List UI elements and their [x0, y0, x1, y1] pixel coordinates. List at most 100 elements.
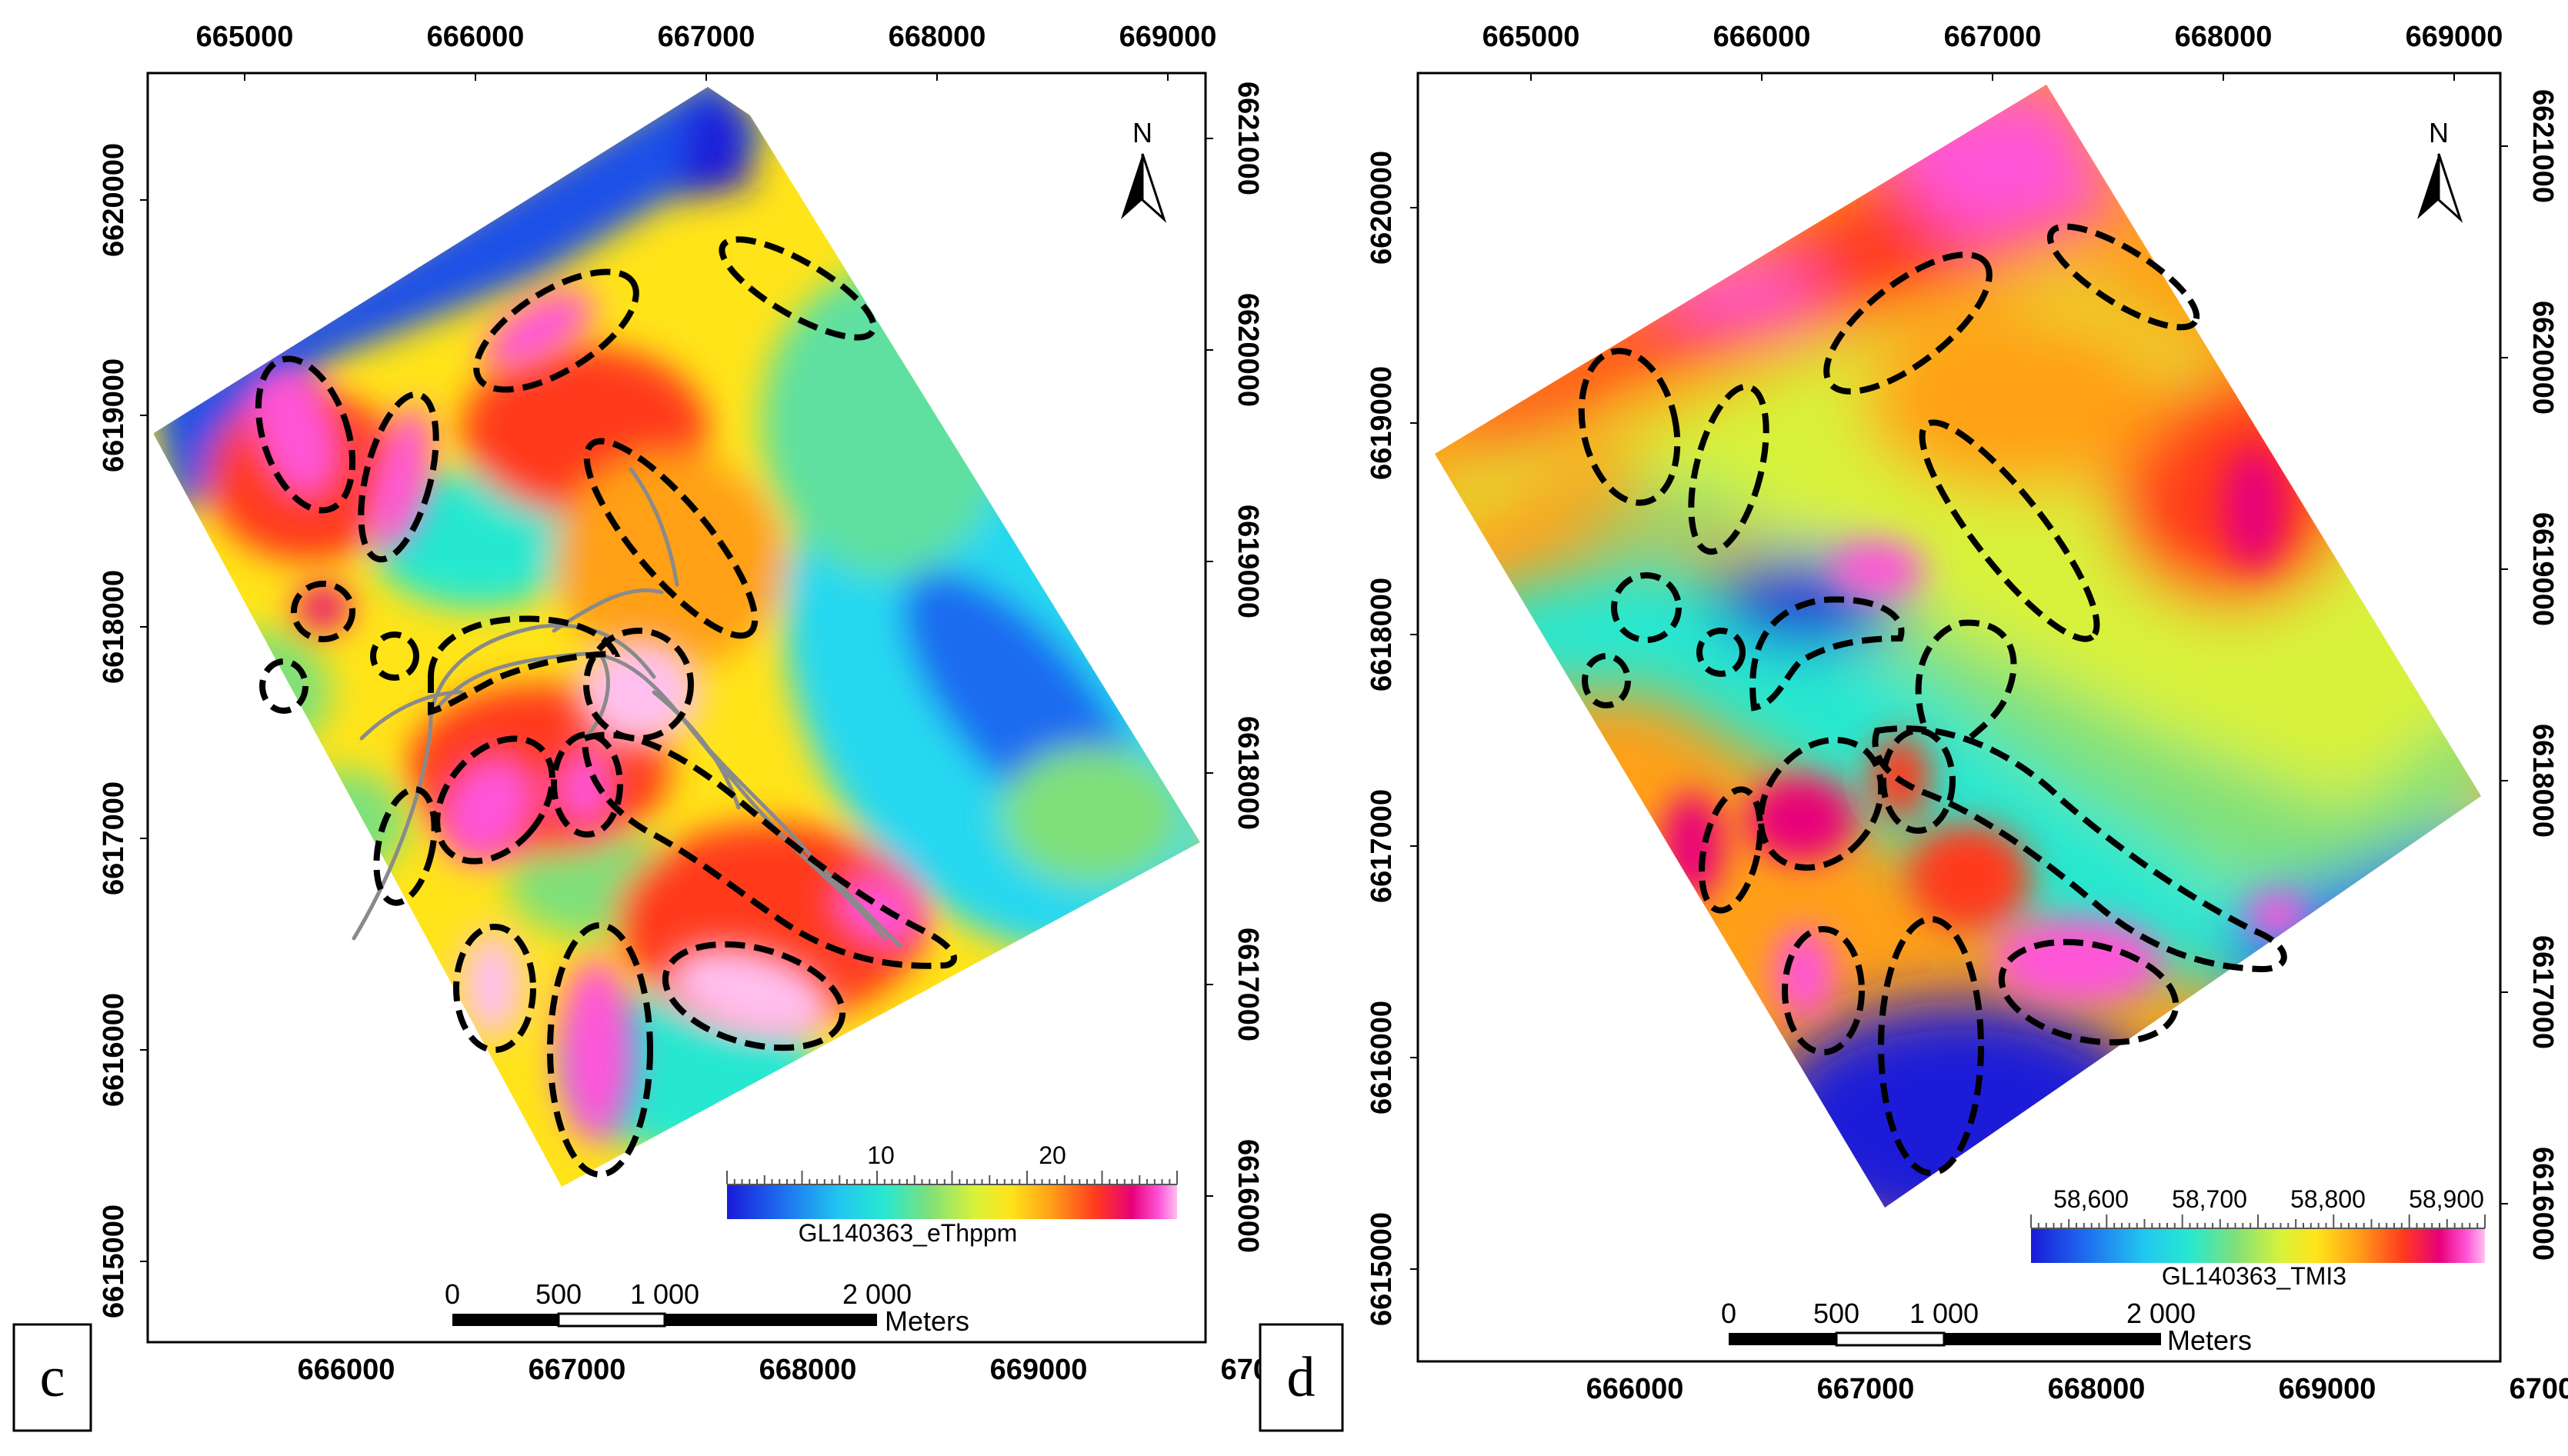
anomaly-ellipse — [255, 355, 356, 514]
right-ticks: 6621000 6620000 6619000 6618000 6617000 66160… — [2500, 89, 2559, 1261]
x-tick-label: 668000 — [2175, 21, 2273, 53]
x-tick-label: 666000 — [1713, 21, 1811, 53]
fault-line — [359, 690, 464, 741]
fault-line — [552, 588, 664, 633]
anomaly-ellipse — [259, 658, 308, 714]
map-frame — [1416, 72, 2502, 1363]
scale-unit: Meters — [885, 1305, 969, 1337]
legend-color-ramp — [2031, 1228, 2485, 1263]
x-tick-label: 668000 — [759, 1354, 857, 1386]
anomaly-ellipse — [1698, 786, 1764, 914]
anomaly-outline — [1915, 619, 2017, 741]
anomaly-ellipse — [583, 438, 759, 639]
legend-title: GL140363_eThppm — [799, 1219, 1018, 1247]
y-tick-label: 6617000 — [1366, 789, 1398, 903]
anomaly-outline — [581, 731, 957, 969]
x-tick-label: 668000 — [889, 21, 986, 53]
anomaly-ellipse — [1919, 419, 2100, 642]
x-tick-label: 669000 — [2406, 21, 2503, 53]
anomaly-outline — [1872, 725, 2287, 973]
y-tick-label: 6620000 — [98, 143, 130, 257]
legend-tick-label: 58,900 — [2409, 1185, 2484, 1213]
north-label: N — [2429, 117, 2449, 148]
legend-tick-label: 58,600 — [2053, 1185, 2129, 1213]
scale-label: 500 — [1813, 1298, 1859, 1329]
anomaly-ellipse — [1611, 572, 1682, 643]
scale-bar: 0 500 1 000 2 000 Meters — [1721, 1298, 2252, 1356]
anomaly-ellipse — [1582, 653, 1631, 708]
bottom-ticks: 666000667000668000669000670000 — [298, 1354, 1319, 1386]
x-tick-label: 665000 — [1482, 21, 1580, 53]
y-tick-label: 6615000 — [98, 1204, 130, 1318]
fault-line — [352, 623, 656, 941]
anomaly-ellipse — [1578, 348, 1681, 506]
x-tick-label: 667000 — [658, 21, 755, 53]
y-tick-label: 6620000 — [2526, 301, 2559, 415]
north-arrow: N — [1121, 117, 1167, 223]
eth-highs — [250, 289, 924, 1142]
bottom-ticks: 666000667000668000669000670000 — [1586, 1373, 2568, 1405]
north-arrow-icon — [1121, 154, 1142, 219]
panel-letter-box: d — [1259, 1323, 1344, 1432]
scale-label: 2 000 — [2126, 1298, 2196, 1329]
y-tick-label: 6620000 — [1366, 151, 1398, 265]
panel-letter: c — [40, 1346, 65, 1409]
legend-ruler — [726, 1171, 1178, 1185]
y-tick-label: 6618000 — [2526, 724, 2559, 838]
scale-label: 500 — [535, 1278, 582, 1310]
y-tick-label: 6621000 — [1232, 82, 1264, 195]
y-tick-label: 6617000 — [1232, 928, 1264, 1041]
anomaly-ellipse — [291, 581, 355, 642]
legend-tick-label: 58,700 — [2172, 1185, 2247, 1213]
y-tick-label: 6618000 — [98, 570, 130, 684]
anomaly-ellipse — [358, 391, 439, 563]
scale-label: 2 000 — [842, 1278, 912, 1310]
y-tick-label: 6616000 — [1232, 1139, 1264, 1253]
anomaly-ellipse — [583, 628, 694, 741]
anomaly-ellipses — [255, 236, 957, 1178]
anomaly-ellipse — [370, 631, 419, 681]
x-tick-label: 667000 — [1817, 1373, 1915, 1405]
anomaly-ellipse — [373, 786, 438, 906]
anomaly-ellipse — [1696, 628, 1746, 677]
anomaly-ellipse — [547, 922, 653, 1178]
anomaly-ellipse — [551, 731, 623, 838]
y-tick-label: 6619000 — [1366, 366, 1398, 480]
north-arrow-icon — [2417, 154, 2439, 219]
scale-unit: Meters — [2167, 1324, 2252, 1356]
north-label: N — [1132, 117, 1152, 148]
y-tick-label: 6621000 — [2526, 89, 2559, 203]
anomaly-ellipse — [1878, 916, 1984, 1176]
y-tick-label: 6618000 — [1366, 578, 1398, 691]
x-tick-label: 669000 — [2279, 1373, 2376, 1405]
scale-bar: 0 500 1 000 2 000 Meters — [445, 1278, 969, 1337]
left-ticks: 6620000 6619000 6618000 6617000 6616000 66150… — [1366, 151, 1418, 1326]
y-tick-label: 6615000 — [1366, 1212, 1398, 1326]
top-ticks: 665000 666000 667000 668000 669000 — [1482, 21, 2503, 81]
fault-line — [582, 651, 610, 741]
y-tick-label: 6619000 — [2526, 512, 2559, 626]
anomaly-outline — [428, 615, 621, 716]
left-ticks: 6620000 6619000 6618000 6617000 6616000 66150… — [98, 143, 148, 1318]
y-tick-label: 6616000 — [1366, 1001, 1398, 1114]
x-tick-label: 667000 — [1944, 21, 2042, 53]
anomaly-ellipse — [719, 236, 877, 341]
legend: 58,600 58,700 58,800 58,900 GL140363_TMI… — [2030, 1185, 2486, 1290]
y-tick-label: 6616000 — [98, 993, 130, 1107]
legend-tick-label: 10 — [867, 1141, 895, 1169]
anomaly-ellipse — [1757, 737, 1885, 871]
panel-c: 665000 666000 667000 668000 669000 666000 667… — [12, 21, 1319, 1432]
anomaly-ellipse — [1688, 383, 1769, 555]
anomaly-ellipse — [1823, 252, 1993, 395]
y-tick-label: 6618000 — [1232, 716, 1264, 830]
y-tick-label: 6620000 — [1232, 293, 1264, 407]
x-tick-label: 666000 — [1586, 1373, 1684, 1405]
x-tick-label: 665000 — [196, 21, 294, 53]
map-frame — [146, 72, 1207, 1344]
north-arrow: N — [2417, 117, 2463, 223]
x-tick-label: 666000 — [427, 21, 525, 53]
legend-tick-label: 20 — [1039, 1141, 1066, 1169]
anomaly-ellipse — [1880, 728, 1956, 834]
anomaly-ellipse — [473, 268, 639, 393]
